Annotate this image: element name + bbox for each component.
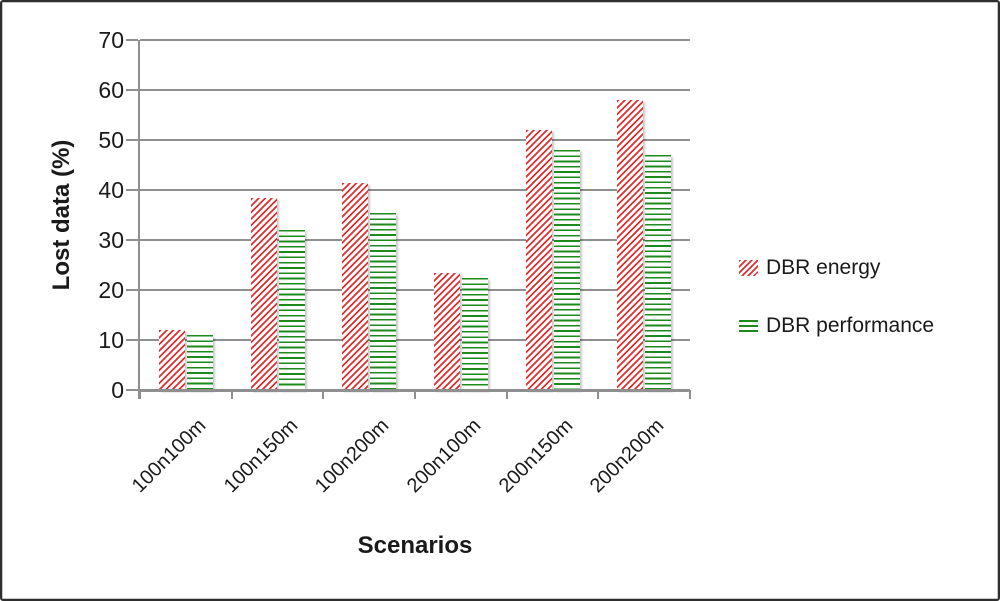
y-tick-mark bbox=[126, 339, 138, 341]
bar-performance-200n100m bbox=[461, 277, 488, 390]
y-tick-label: 50 bbox=[98, 127, 124, 153]
bar-energy-200n150m bbox=[525, 130, 552, 390]
gridline bbox=[140, 339, 690, 341]
legend-entry: DBR performance bbox=[739, 314, 934, 338]
bar-energy-100n150m bbox=[250, 197, 277, 390]
y-tick-label: 0 bbox=[111, 377, 124, 403]
x-axis-line bbox=[140, 389, 690, 392]
legend: DBR energy DBR performance bbox=[739, 256, 934, 338]
legend-swatch-horizontal-lines-icon bbox=[739, 319, 758, 333]
bar-performance-100n150m bbox=[278, 230, 305, 390]
x-axis-title: Scenarios bbox=[357, 532, 473, 559]
bar-performance-200n150m bbox=[553, 150, 580, 390]
x-tick-mark bbox=[414, 390, 416, 399]
legend-swatch-diagonal-hatch-icon bbox=[739, 260, 758, 276]
y-tick-mark bbox=[126, 289, 138, 291]
y-tick-mark bbox=[126, 39, 138, 41]
bar-energy-200n100m bbox=[433, 272, 460, 390]
y-tick-mark bbox=[126, 89, 138, 91]
y-tick-label: 10 bbox=[98, 327, 124, 353]
y-tick-mark bbox=[126, 239, 138, 241]
gridline bbox=[140, 89, 690, 91]
y-tick-label: 20 bbox=[98, 277, 124, 303]
gridline bbox=[140, 289, 690, 291]
gridline bbox=[140, 39, 690, 41]
gridline bbox=[140, 189, 690, 191]
gridline bbox=[140, 139, 690, 141]
gridline bbox=[140, 239, 690, 241]
x-tick-mark bbox=[139, 390, 141, 399]
y-tick-mark bbox=[126, 389, 138, 391]
y-tick-mark bbox=[126, 139, 138, 141]
y-tick-label: 40 bbox=[98, 177, 124, 203]
x-tick-mark bbox=[689, 390, 691, 399]
x-tick-mark bbox=[230, 390, 233, 399]
y-tick-mark bbox=[126, 189, 138, 191]
bar-energy-100n100m bbox=[158, 330, 185, 390]
y-tick-label: 70 bbox=[98, 27, 124, 53]
y-axis-line bbox=[138, 40, 140, 399]
bar-energy-100n200m bbox=[342, 182, 369, 390]
x-tick-mark bbox=[322, 390, 325, 399]
y-tick-label: 30 bbox=[98, 227, 124, 253]
y-tick-label: 60 bbox=[98, 77, 124, 103]
bar-performance-100n100m bbox=[186, 335, 213, 390]
legend-entry: DBR energy bbox=[739, 256, 934, 280]
x-tick-mark bbox=[597, 390, 600, 399]
y-axis-title: Lost data (%) bbox=[48, 139, 75, 291]
bar-energy-200n200m bbox=[617, 100, 644, 390]
bar-performance-100n200m bbox=[370, 212, 397, 390]
plot-area bbox=[138, 39, 690, 399]
legend-label: DBR performance bbox=[766, 314, 935, 337]
legend-label: DBR energy bbox=[766, 256, 881, 279]
x-tick-mark bbox=[505, 390, 508, 399]
bar-performance-200n200m bbox=[645, 155, 672, 390]
